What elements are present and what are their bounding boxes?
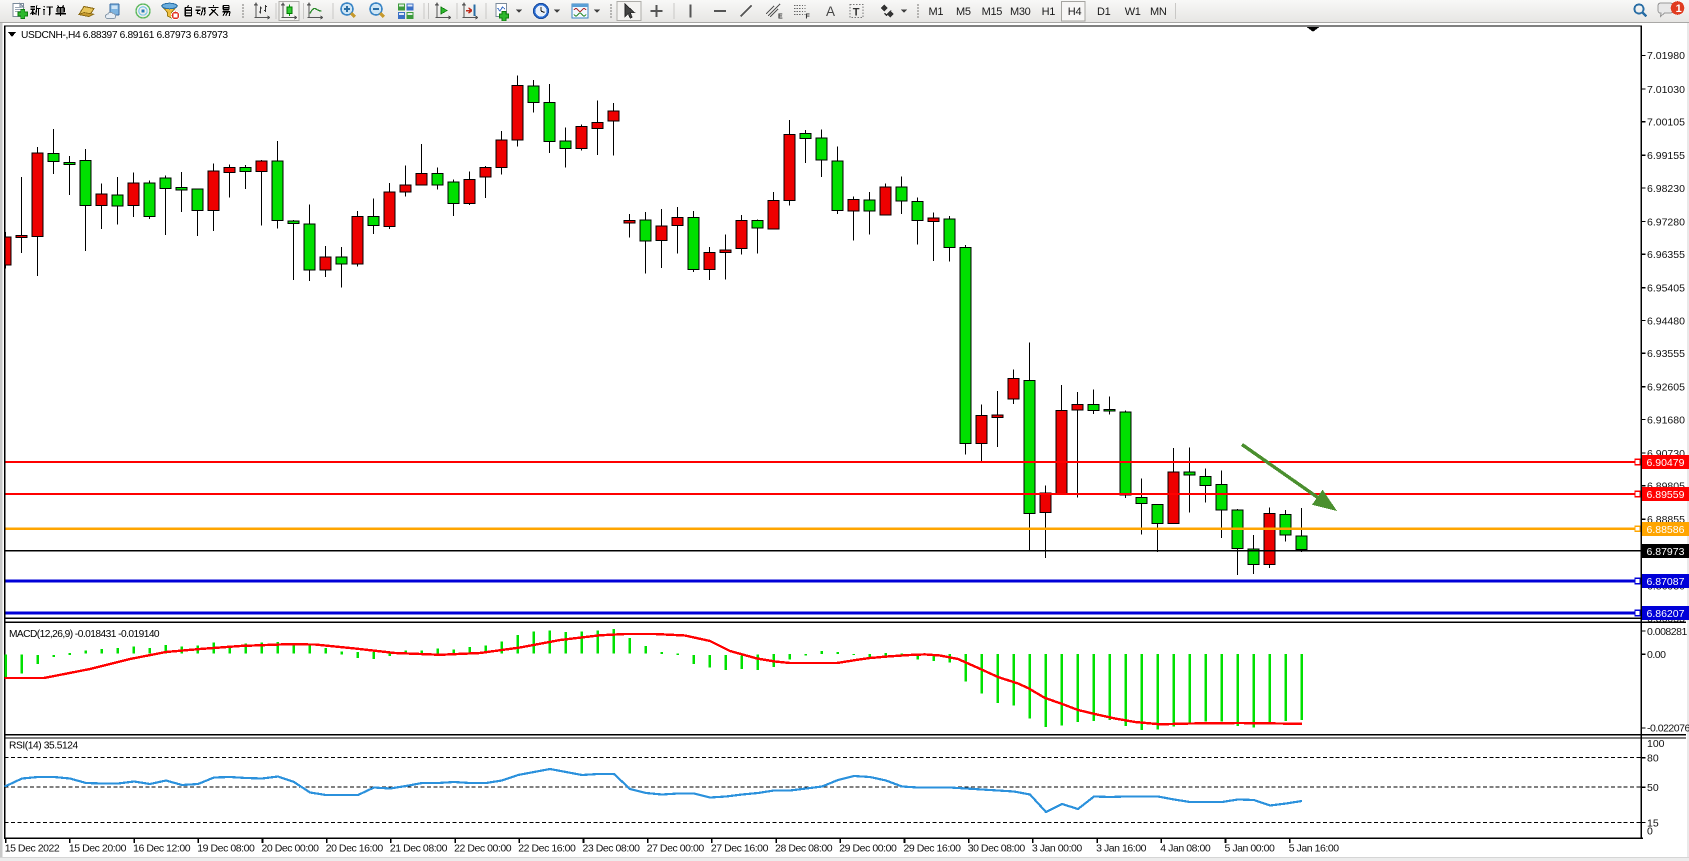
svg-text:H1: H1	[1042, 6, 1056, 18]
svg-text:5 Jan 16:00: 5 Jan 16:00	[1289, 843, 1340, 855]
svg-text:M5: M5	[956, 6, 971, 18]
svg-text:0.008281: 0.008281	[1647, 626, 1687, 638]
svg-text:RSI(14) 35.5124: RSI(14) 35.5124	[9, 741, 78, 752]
svg-text:100: 100	[1647, 738, 1665, 750]
svg-text:6.92605: 6.92605	[1647, 382, 1685, 394]
svg-text:F: F	[806, 14, 811, 21]
svg-text:27 Dec 00:00: 27 Dec 00:00	[647, 843, 705, 855]
svg-text:M1: M1	[929, 6, 944, 18]
svg-text:M30: M30	[1010, 6, 1031, 18]
svg-text:4 Jan 08:00: 4 Jan 08:00	[1160, 843, 1211, 855]
svg-text:USDCNH-,H4 6.88397 6.89161 6.: USDCNH-,H4 6.88397 6.89161 6.87973 6.879…	[21, 30, 228, 41]
svg-text:7.00105: 7.00105	[1647, 117, 1685, 129]
svg-text:6.96355: 6.96355	[1647, 249, 1685, 261]
svg-text:6.89559: 6.89559	[1647, 489, 1685, 501]
svg-text:21 Dec 08:00: 21 Dec 08:00	[390, 843, 448, 855]
svg-text:15 Dec 20:00: 15 Dec 20:00	[69, 843, 127, 855]
svg-text:28 Dec 08:00: 28 Dec 08:00	[775, 843, 833, 855]
svg-text:W1: W1	[1125, 6, 1141, 18]
svg-text:6.94480: 6.94480	[1647, 315, 1685, 327]
svg-text:6.87087: 6.87087	[1647, 576, 1685, 588]
svg-text:H4: H4	[1068, 6, 1082, 18]
svg-text:0: 0	[1647, 825, 1653, 837]
svg-text:0.00: 0.00	[1647, 649, 1666, 661]
svg-text:6.86207: 6.86207	[1647, 608, 1685, 620]
svg-text:27 Dec 16:00: 27 Dec 16:00	[711, 843, 769, 855]
svg-text:6.93555: 6.93555	[1647, 348, 1685, 360]
svg-text:7.01030: 7.01030	[1647, 84, 1685, 96]
svg-text:1: 1	[1676, 3, 1682, 15]
svg-text:3 Jan 00:00: 3 Jan 00:00	[1032, 843, 1083, 855]
svg-text:15 Dec 2022: 15 Dec 2022	[5, 843, 60, 855]
svg-text:T: T	[853, 6, 860, 18]
svg-text:16 Dec 12:00: 16 Dec 12:00	[133, 843, 191, 855]
svg-text:22 Dec 00:00: 22 Dec 00:00	[454, 843, 512, 855]
svg-text:6.97280: 6.97280	[1647, 216, 1685, 228]
svg-text:6.87973: 6.87973	[1647, 546, 1685, 558]
svg-text:23 Dec 08:00: 23 Dec 08:00	[583, 843, 641, 855]
svg-text:6.91680: 6.91680	[1647, 414, 1685, 426]
svg-text:29 Dec 16:00: 29 Dec 16:00	[904, 843, 962, 855]
svg-text:6.99155: 6.99155	[1647, 150, 1685, 162]
svg-text:15: 15	[1647, 817, 1659, 829]
svg-text:3 Jan 16:00: 3 Jan 16:00	[1096, 843, 1147, 855]
svg-text:6.95405: 6.95405	[1647, 283, 1685, 295]
svg-text:30 Dec 08:00: 30 Dec 08:00	[968, 843, 1026, 855]
svg-text:D1: D1	[1097, 6, 1111, 18]
svg-text:20 Dec 00:00: 20 Dec 00:00	[262, 843, 320, 855]
svg-text:20 Dec 16:00: 20 Dec 16:00	[326, 843, 384, 855]
svg-text:80: 80	[1647, 753, 1659, 765]
svg-text:6.88586: 6.88586	[1647, 524, 1685, 536]
svg-text:M15: M15	[982, 6, 1003, 18]
svg-text:5 Jan 00:00: 5 Jan 00:00	[1225, 843, 1276, 855]
svg-text:E: E	[778, 14, 783, 21]
svg-text:MACD(12,26,9) -0.018431 -0.019: MACD(12,26,9) -0.018431 -0.019140	[9, 629, 160, 640]
svg-text:6.90479: 6.90479	[1647, 457, 1685, 469]
svg-text:MN: MN	[1150, 6, 1167, 18]
svg-text:19 Dec 08:00: 19 Dec 08:00	[197, 843, 255, 855]
svg-text:22 Dec 16:00: 22 Dec 16:00	[518, 843, 576, 855]
svg-text:6.98230: 6.98230	[1647, 183, 1685, 195]
svg-text:50: 50	[1647, 782, 1659, 794]
svg-text:29 Dec 00:00: 29 Dec 00:00	[839, 843, 897, 855]
svg-text:-0.022076: -0.022076	[1647, 723, 1689, 735]
svg-text:A: A	[826, 4, 835, 19]
svg-text:7.01980: 7.01980	[1647, 50, 1685, 62]
